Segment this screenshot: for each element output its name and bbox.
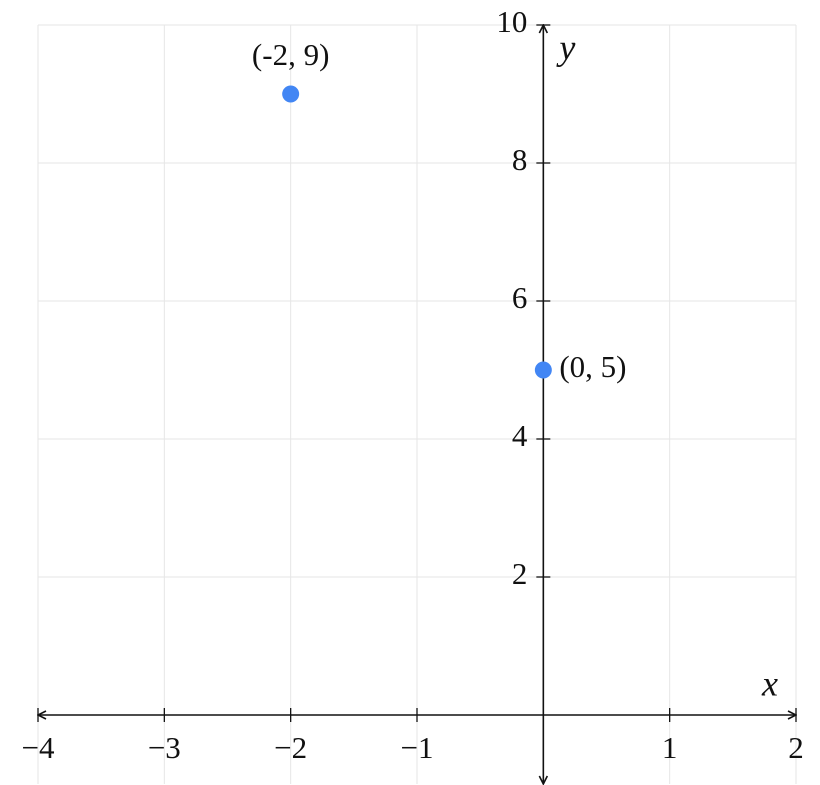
- x-tick-label: −1: [401, 730, 434, 765]
- x-tick-label: −4: [22, 730, 55, 765]
- x-tick-label: 1: [662, 730, 678, 765]
- x-tick-label: −2: [274, 730, 307, 765]
- point: [534, 361, 552, 379]
- x-tick-label: −3: [148, 730, 181, 765]
- x-tick-label: 2: [788, 730, 804, 765]
- point-label: (0, 5): [559, 349, 626, 384]
- point-label: (-2, 9): [252, 37, 329, 72]
- x-axis-title: x: [761, 663, 778, 703]
- y-tick-label: 10: [496, 4, 527, 39]
- point: [282, 85, 300, 103]
- y-tick-label: 6: [512, 280, 528, 315]
- y-tick-label: 4: [512, 418, 528, 453]
- y-tick-label: 2: [512, 556, 528, 591]
- y-axis-title: y: [556, 27, 575, 67]
- y-tick-label: 8: [512, 142, 528, 177]
